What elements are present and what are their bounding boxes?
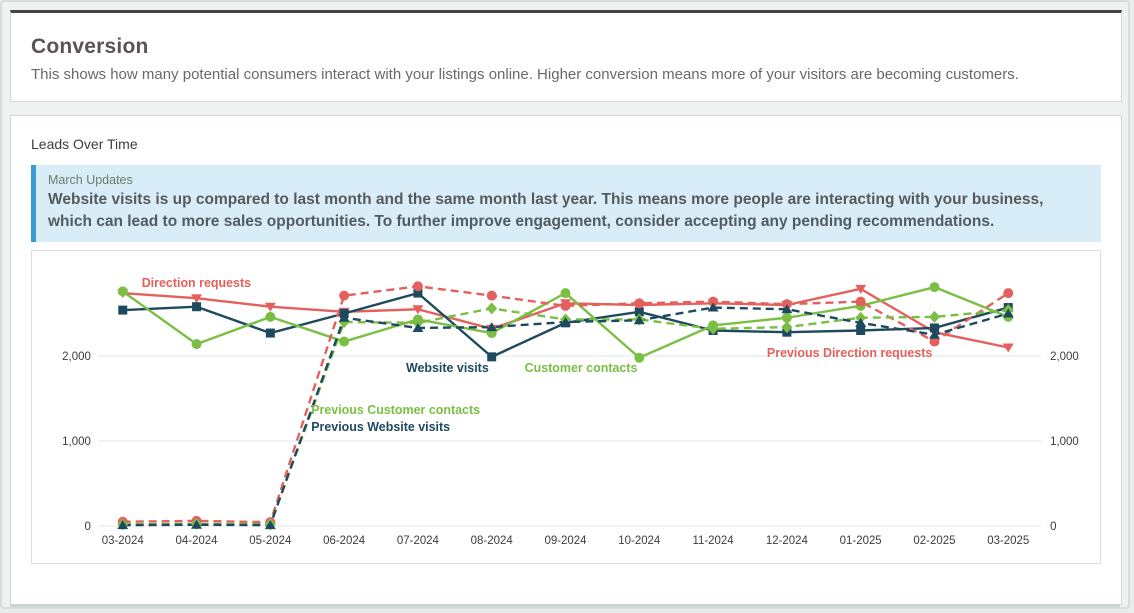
data-point-previous-customer-contacts	[412, 317, 424, 330]
data-point-previous-direction-requests	[855, 296, 866, 307]
data-point-website-visits	[265, 328, 275, 338]
x-axis-tick: 12-2024	[766, 535, 809, 547]
series-label-previous-website-visits: Previous Website visits	[311, 420, 450, 434]
data-point-previous-direction-requests	[708, 296, 719, 307]
data-point-website-visits	[413, 288, 423, 298]
data-point-previous-website-visits	[117, 520, 129, 530]
x-axis-tick: 11-2024	[692, 535, 734, 547]
data-point-previous-direction-requests	[781, 299, 792, 310]
data-point-previous-direction-requests	[1003, 288, 1014, 299]
series-label-direction-requests: Direction requests	[142, 276, 251, 290]
data-point-previous-direction-requests	[339, 291, 350, 302]
y-axis-tick-left: 2,000	[62, 351, 91, 363]
series-line-previous-customer-contacts	[122, 307, 1009, 526]
data-point-direction-requests	[264, 303, 276, 313]
data-point-previous-website-visits	[1002, 308, 1014, 318]
data-point-website-visits	[929, 323, 939, 333]
data-point-website-visits	[192, 302, 202, 312]
data-point-previous-website-visits	[855, 318, 867, 328]
y-axis-tick-right: 2,000	[1050, 351, 1079, 363]
data-point-previous-website-visits	[338, 313, 350, 323]
page-title: Conversion	[31, 35, 149, 58]
y-axis-tick-right: 0	[1050, 521, 1056, 533]
march-updates-callout: March Updates Website visits is up compa…	[31, 165, 1101, 243]
callout-heading: March Updates	[48, 173, 133, 187]
data-point-previous-customer-contacts	[855, 312, 867, 325]
data-point-previous-customer-contacts	[707, 323, 719, 336]
x-axis-tick: 07-2024	[397, 535, 440, 547]
data-point-previous-website-visits	[412, 323, 424, 333]
data-point-previous-website-visits	[264, 520, 276, 530]
data-point-direction-requests	[412, 305, 424, 315]
callout-body: Website visits is up compared to last mo…	[48, 191, 1044, 230]
data-point-website-visits	[118, 305, 128, 315]
data-point-previous-website-visits	[633, 315, 645, 325]
data-point-previous-customer-contacts	[486, 302, 498, 315]
data-point-previous-direction-requests	[634, 298, 645, 309]
data-point-previous-customer-contacts	[781, 321, 793, 334]
data-point-direction-requests	[1002, 343, 1014, 353]
data-point-direction-requests	[191, 294, 203, 304]
x-axis-tick: 03-2025	[987, 535, 1029, 547]
data-point-previous-direction-requests	[486, 291, 497, 302]
x-axis-tick: 06-2024	[323, 535, 366, 547]
data-point-previous-direction-requests	[929, 336, 940, 347]
data-point-customer-contacts	[117, 286, 128, 297]
data-point-customer-contacts	[560, 288, 571, 299]
data-point-previous-customer-contacts	[928, 311, 940, 324]
data-point-website-visits	[634, 307, 644, 317]
conversion-header-card: Conversion This shows how many potential…	[10, 10, 1122, 102]
series-label-customer-contacts: Customer contacts	[525, 361, 638, 375]
x-axis-tick: 09-2024	[544, 535, 587, 547]
data-point-customer-contacts	[265, 312, 276, 323]
data-point-customer-contacts	[339, 336, 350, 347]
data-point-previous-website-visits	[560, 317, 571, 327]
data-point-customer-contacts	[781, 313, 792, 324]
x-axis-tick: 04-2024	[176, 535, 219, 547]
chart-title: Leads Over Time	[31, 136, 138, 152]
data-point-customer-contacts	[929, 282, 940, 293]
y-axis-tick-right: 1,000	[1050, 436, 1079, 448]
page-description: This shows how many potential consumers …	[31, 66, 1019, 83]
y-axis-tick-left: 1,000	[62, 436, 91, 448]
series-label-website-visits: Website visits	[406, 361, 489, 375]
chart-plot-area: 0 0 1,000 1,000 2,000 2,000 03-2024 04-2024 05-2…	[31, 250, 1101, 565]
x-axis-tick: 01-2025	[840, 535, 882, 547]
data-point-customer-contacts	[634, 353, 645, 364]
leads-over-time-card: Leads Over Time March Updates Website vi…	[10, 115, 1122, 605]
data-point-previous-direction-requests	[412, 281, 423, 292]
next-section-top-border	[10, 604, 1120, 607]
data-point-previous-website-visits	[928, 330, 940, 340]
series-line-previous-website-visits	[122, 306, 1009, 527]
series-label-previous-direction-requests: Previous Direction requests	[767, 346, 932, 360]
data-point-previous-website-visits	[486, 322, 498, 332]
y-axis-tick-left: 0	[84, 521, 90, 533]
x-axis-tick: 02-2025	[913, 535, 955, 547]
data-point-website-visits	[487, 352, 497, 362]
x-axis-tick: 08-2024	[471, 535, 514, 547]
x-axis-tick: 05-2024	[249, 535, 292, 547]
data-point-customer-contacts	[191, 339, 202, 350]
x-axis-tick: 10-2024	[618, 535, 661, 547]
data-point-previous-website-visits	[191, 520, 203, 530]
series-label-previous-customer-contacts: Previous Customer contacts	[311, 403, 480, 417]
data-point-website-visits	[856, 326, 866, 336]
data-point-previous-direction-requests	[560, 301, 571, 312]
leads-over-time-chart[interactable]: 0 0 1,000 1,000 2,000 2,000 03-2024 04-2024 05-2…	[32, 251, 1100, 563]
data-point-direction-requests	[855, 285, 867, 295]
x-axis-tick: 03-2024	[102, 535, 145, 547]
data-point-previous-website-visits	[781, 304, 793, 314]
data-point-previous-website-visits	[707, 302, 719, 312]
